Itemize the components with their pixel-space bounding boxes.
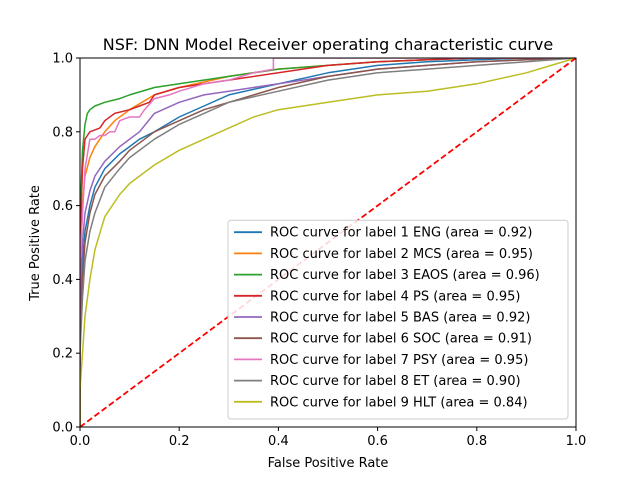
x-tick-label: 0.8 [466,434,487,449]
plot-area [79,57,577,428]
y-tick-label: 1.0 [52,52,73,67]
legend-label-3: ROC curve for label 3 EAOS (area = 0.96) [270,268,540,283]
y-tick-label: 0.4 [52,273,73,288]
y-tick-label: 0.6 [52,199,73,214]
legend-label-8: ROC curve for label 8 ET (area = 0.90) [270,374,521,389]
series-line-7 [80,58,576,427]
x-tick-label: 0.0 [70,434,91,449]
legend-label-9: ROC curve for label 9 HLT (area = 0.84) [270,395,528,410]
legend-label-2: ROC curve for label 2 MCS (area = 0.95) [270,247,533,262]
legend-label-6: ROC curve for label 6 SOC (area = 0.91) [270,332,532,347]
y-tick-label: 0.0 [52,421,73,436]
series-line-4 [80,58,576,427]
legend-label-4: ROC curve for label 4 PS (area = 0.95) [270,289,520,304]
x-tick-label: 0.6 [367,434,388,449]
x-axis-title: False Positive Rate [268,456,389,471]
legend: ROC curve for label 1 ENG (area = 0.92) R… [227,219,569,420]
x-tick-label: 1.0 [566,434,587,449]
x-tick-label: 0.2 [169,434,190,449]
x-axis-ticks: 0.0 0.2 0.4 0.6 0.8 1.0 [70,427,587,449]
series-line-8 [80,58,576,427]
y-axis-ticks: 0.0 0.2 0.4 0.6 0.8 1.0 [52,52,80,436]
y-axis-title: True Positive Rate [28,185,43,302]
axes-frame [79,57,577,428]
legend-label-7: ROC curve for label 7 PSY (area = 0.95) [270,353,528,368]
legend-label-1: ROC curve for label 1 ENG (area = 0.92) [270,226,532,241]
series-line-9 [80,58,576,427]
chart-title: NSF: DNN Model Receiver operating charac… [103,35,553,54]
y-tick-label: 0.8 [52,125,73,140]
series-group [80,58,576,427]
legend-label-5: ROC curve for label 5 BAS (area = 0.92) [270,311,530,326]
legend-box [227,219,569,420]
y-tick-label: 0.2 [52,347,73,362]
x-tick-label: 0.4 [268,434,289,449]
series-line-6 [80,58,576,427]
